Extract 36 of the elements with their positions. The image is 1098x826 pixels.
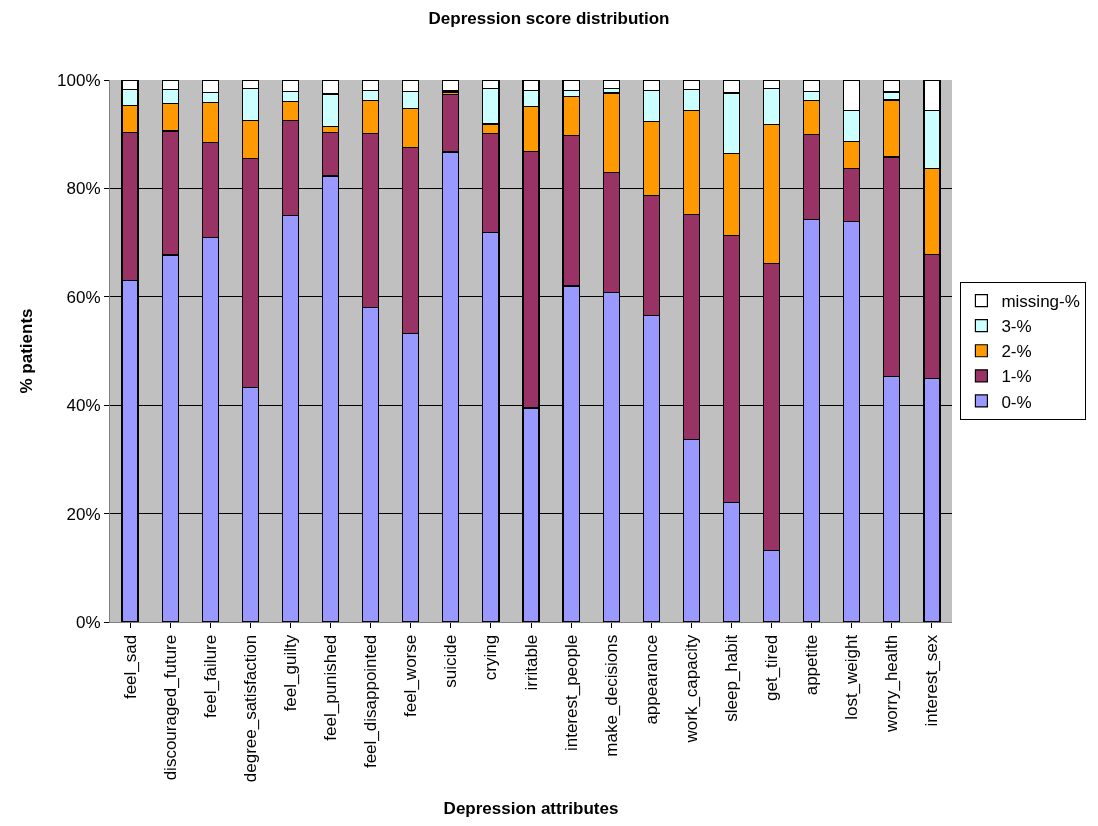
legend-label: 3-% [1001, 317, 1032, 337]
bar [442, 80, 460, 92]
x-axis-title: Depression attributes [443, 798, 619, 818]
x-tick-label: work_capacity [681, 634, 701, 744]
y-tick-label: 20% [66, 504, 101, 524]
x-tick-label: make_decisions [601, 634, 621, 757]
x-tick-label: irritable [521, 634, 541, 691]
x-tick-label: interest_people [561, 634, 581, 752]
legend-label: 0-% [1001, 392, 1032, 412]
legend-label: 1-% [1001, 367, 1032, 387]
x-tick-label: feel_punished [321, 634, 341, 741]
x-tick-label: sleep_habit [722, 634, 742, 722]
x-tick-label: worry_health [882, 634, 902, 734]
x-tick-label: crying [481, 634, 501, 681]
y-tick-label: 40% [66, 396, 101, 416]
x-tick-label: appetite [802, 634, 822, 696]
y-tick-label: 0% [76, 612, 101, 632]
x-tick-label: get_tired [762, 634, 782, 701]
x-tick-label: feel_sad [120, 634, 140, 700]
y-tick-label: 100% [57, 70, 101, 90]
x-tick-label: degree_satisfaction [240, 634, 260, 783]
y-tick-label: 80% [66, 179, 101, 199]
chart-title: Depression score distribution [428, 9, 670, 29]
x-tick-label: feel_guilty [280, 634, 300, 712]
legend-label: missing-% [1001, 292, 1080, 312]
x-tick-label: interest_sex [922, 634, 942, 727]
x-tick-label: appearance [641, 634, 661, 725]
x-tick-label: discouraged_future [160, 634, 180, 781]
x-tick-label: feel_failure [200, 634, 220, 718]
y-axis-title: % patients [16, 308, 36, 394]
x-tick-label: lost_weight [842, 634, 862, 720]
legend-label: 2-% [1001, 342, 1032, 362]
y-tick-label: 60% [66, 287, 101, 307]
x-tick-label: feel_worse [401, 634, 421, 718]
x-tick-label: feel_disappointed [361, 634, 381, 769]
x-tick-label: suicide [441, 634, 461, 688]
